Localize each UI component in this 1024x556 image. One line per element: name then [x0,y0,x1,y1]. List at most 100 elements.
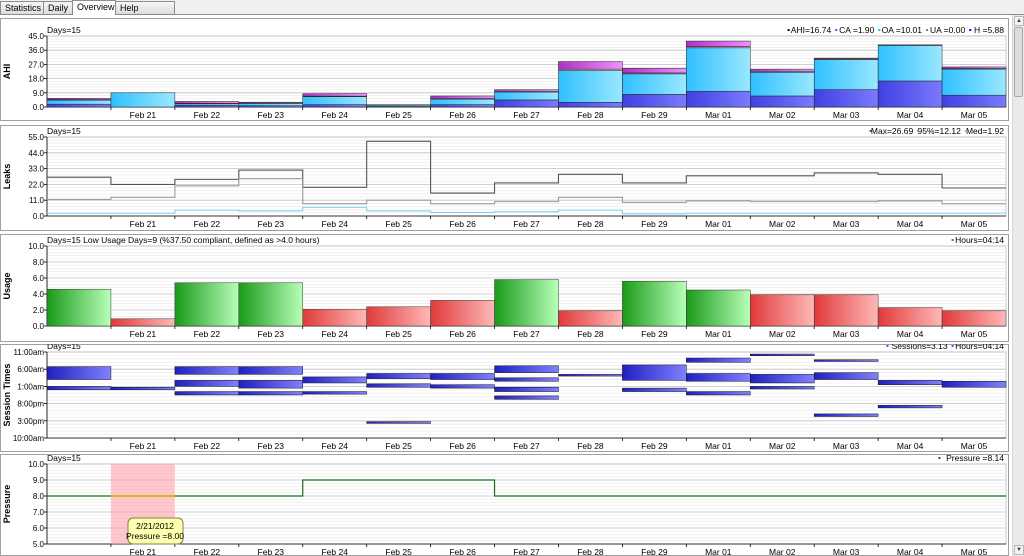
pressure-graph[interactable]: Pressure Days=15 Pressure =8.14 10.0 9.0 8.0 7… [0,454,1010,556]
usage-graph[interactable]: Usage Days=15 Low Usage Days=9 (%37.50 co… [0,234,1010,342]
ahi-bar-h [302,104,367,108]
session-times-graph[interactable]: Session Times Days=15 Hours=04:14 Sessions=… [0,344,1010,452]
ahi-bar-oa [813,59,879,90]
y-tick-label: 2.0 [33,306,45,315]
legend-entry: UA =0.00 [930,25,965,35]
session-bar [302,391,367,395]
scroll-down-arrow-icon[interactable]: ▼ [1014,545,1024,555]
x-tick-label: Feb 23 [258,219,285,229]
x-tick-label: Feb 22 [194,110,221,120]
ahi-bar-oa [302,96,367,105]
session-bar [813,413,879,417]
x-tick-label: Feb 24 [321,219,348,229]
session-bar [174,380,240,387]
session-bar [494,365,559,373]
x-tick-label: Mar 01 [705,441,732,451]
ahi-bar-h [750,95,815,108]
tab-daily[interactable]: Daily [43,1,73,14]
ahi-bar-oa [110,92,176,108]
graph-title-usage: Usage [2,272,12,299]
ahi-bar-ca [494,89,559,92]
ahi-bar-ca [558,61,623,70]
legend-entry: Pressure =8.14 [946,454,1004,463]
ahi-bar-ca [750,68,815,72]
x-tick-label: Feb 26 [449,441,476,451]
ahi-bar-ca [174,101,240,104]
x-tick-label: Mar 05 [961,329,988,339]
session-bar [366,421,431,424]
session-bar [686,391,751,396]
y-tick-label: 8:00pm [17,400,44,409]
legend-swatch [926,29,928,31]
y-tick-label: 8.0 [33,258,45,267]
leaks-line-max [47,140,1006,194]
days-label: Days=15 [47,454,81,463]
y-tick-label: 4.0 [33,290,45,299]
hover-tooltip [127,517,184,545]
session-bar [750,374,815,384]
session-bar [430,373,495,380]
plot-area [46,463,1007,545]
session-bar [622,387,687,392]
x-tick-label: Mar 03 [833,219,860,229]
y-tick-label: 7.0 [33,508,45,517]
days-label: Days=15 [47,25,81,35]
x-tick-label: Feb 26 [449,110,476,120]
x-tick-label: Mar 02 [769,219,796,229]
tab-overview[interactable]: Overview [72,0,116,15]
y-tick-label: 10.0 [28,242,44,251]
graph-title-leaks: Leaks [2,164,12,190]
session-bar [174,391,240,396]
leaks-line-med [47,206,1006,215]
y-tick-label: 6.0 [33,274,45,283]
legend-swatch [787,29,790,31]
tab-statistics[interactable]: Statistics [0,1,44,14]
x-tick-label: Feb 23 [258,110,285,120]
session-bar [750,386,815,390]
tab-help-browser[interactable]: Help Browser [115,1,175,26]
ahi-bar-oa [686,47,751,92]
usage-bar-low [430,300,495,327]
usage-bar-low [302,308,367,327]
ahi-graph[interactable]: AHI Days=15 H =5.88 UA =0.00 OA =10.01 CA =1.… [0,18,1010,121]
y-tick-label: 33.0 [28,165,44,174]
leaks-graph[interactable]: Leaks Days=15 Med=1.92 95%=12.12 Max=26.69 55… [0,125,1010,231]
session-bar [686,357,751,363]
x-tick-label: Mar 01 [705,329,732,339]
legend-entry: Sessions=3.13 [892,344,948,351]
ahi-bar-ca [941,66,1007,69]
legend-swatch [869,130,872,132]
usage-bar-compliant [622,280,687,327]
scrollbar-thumb[interactable] [1014,27,1023,97]
legend-swatch [886,345,889,347]
x-tick-label: Mar 02 [769,329,796,339]
scroll-up-arrow-icon[interactable]: ▲ [1014,16,1024,26]
x-tick-label: Mar 02 [769,547,796,556]
x-tick-label: Feb 29 [641,110,668,120]
ahi-bar-ca [430,95,495,99]
vertical-scrollbar[interactable]: ▲ ▼ [1012,15,1024,556]
usage-bar-low [366,306,431,327]
ahi-bar-ca [302,93,367,97]
usage-bar-low [110,318,176,327]
x-tick-label: Mar 05 [961,547,988,556]
ahi-bar-oa [430,98,495,105]
y-tick-label: 0.0 [33,212,45,221]
x-tick-label: Feb 24 [321,547,348,556]
pressure-line [47,479,1006,497]
x-tick-label: Mar 04 [897,329,924,339]
ahi-bar-ca [813,57,879,60]
x-tick-label: Mar 05 [961,219,988,229]
days-label: Days=15 Low Usage Days=9 (%37.50 complia… [47,235,320,245]
legend-entry: H =5.88 [974,25,1004,35]
session-bar [46,386,112,391]
legend-entry: Med=1.92 [966,126,1004,136]
x-tick-label: Mar 03 [833,329,860,339]
x-tick-label: Feb 29 [641,219,668,229]
ahi-bar-h [686,90,751,108]
ahi-bar-h [430,104,495,108]
x-tick-label: Mar 02 [769,441,796,451]
ahi-bar-oa [46,99,112,105]
plot-area [46,136,1007,217]
y-tick-label: 27.0 [28,60,44,69]
